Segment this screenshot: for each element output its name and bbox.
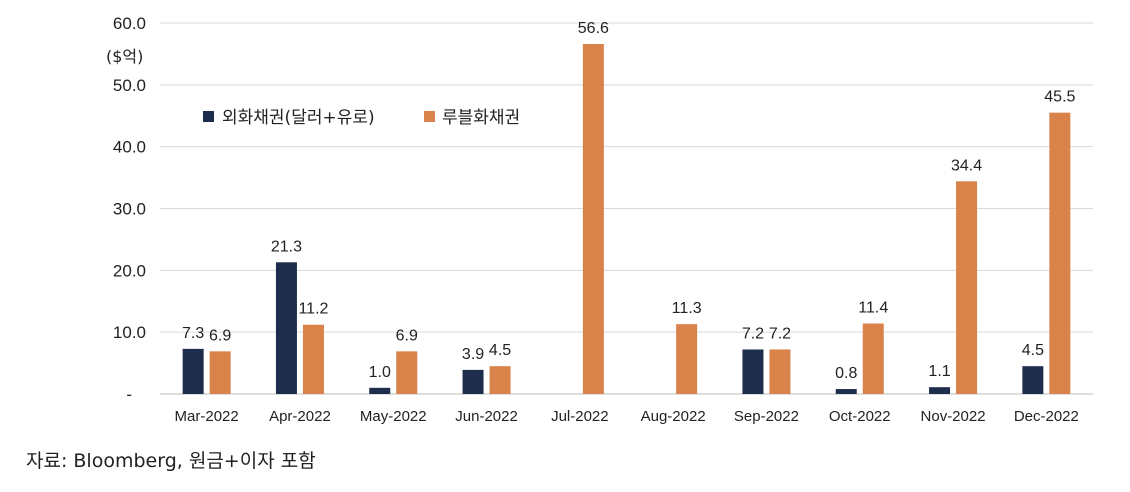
- bar-ruble-bond: [862, 323, 884, 394]
- gridlines: [160, 22, 1093, 395]
- bar-foreign-bond: [462, 369, 484, 394]
- bar-ruble-bond: [676, 324, 698, 394]
- data-label: 1.0: [369, 364, 391, 381]
- bar-ruble-bond: [1049, 112, 1071, 395]
- x-tick-label: Sep-2022: [734, 408, 799, 425]
- y-axis-ticks: - 10.0 20.0 30.0 40.0 50.0 60.0: [113, 14, 146, 404]
- data-labels: 7.3 6.9 21.3 11.2 1.0 6.9 3.9 4.5 56.6 11.3 7.2 7.2…: [182, 20, 1075, 382]
- legend-swatch-foreign-bond: [203, 111, 214, 122]
- data-label: 11.2: [298, 301, 328, 318]
- x-tick-label: Mar-2022: [175, 408, 239, 425]
- data-label: 4.5: [489, 342, 511, 359]
- data-label: 56.6: [578, 20, 609, 37]
- data-label: 7.2: [742, 325, 764, 342]
- data-label: 1.1: [928, 363, 950, 380]
- y-tick-label: 10.0: [113, 323, 146, 342]
- bar-foreign-bond: [182, 348, 204, 394]
- bar-ruble-bond: [769, 349, 791, 394]
- x-tick-label: Oct-2022: [829, 408, 891, 425]
- bar-foreign-bond: [929, 387, 951, 394]
- bar-ruble-bond: [396, 351, 418, 394]
- x-tick-label: Jun-2022: [455, 408, 518, 425]
- data-label: 0.8: [835, 365, 857, 382]
- bar-ruble-bond: [956, 181, 978, 394]
- bar-foreign-bond: [742, 349, 764, 394]
- y-tick-label: 50.0: [113, 76, 146, 95]
- legend-swatch-ruble-bond: [424, 111, 435, 122]
- y-tick-label: -: [126, 385, 132, 404]
- bar-ruble-bond: [489, 366, 511, 394]
- x-axis-ticks: Mar-2022 Apr-2022 May-2022 Jun-2022 Jul-2022…: [175, 408, 1079, 425]
- bar-foreign-bond: [275, 262, 297, 394]
- legend: 외화채권(달러+유로) 루블화채권: [203, 108, 520, 128]
- data-label: 11.3: [672, 300, 702, 317]
- y-tick-label: 40.0: [113, 138, 146, 157]
- data-label: 6.9: [396, 327, 418, 344]
- x-tick-label: Jul-2022: [551, 408, 609, 425]
- bar-foreign-bond: [369, 387, 391, 394]
- y-tick-label: 20.0: [113, 261, 146, 280]
- bar-ruble-bond: [302, 324, 324, 394]
- bar-ruble-bond: [209, 351, 231, 394]
- legend-label-foreign-bond: 외화채권(달러+유로): [222, 108, 375, 128]
- data-label: 3.9: [462, 346, 484, 363]
- data-label: 11.4: [858, 300, 888, 317]
- source-note: 자료: Bloomberg, 원금+이자 포함: [26, 450, 316, 472]
- x-tick-label: May-2022: [360, 408, 427, 425]
- data-label: 6.9: [209, 327, 231, 344]
- y-tick-label: 30.0: [113, 200, 146, 219]
- data-label: 45.5: [1044, 89, 1075, 106]
- legend-label-ruble-bond: 루블화채권: [442, 108, 520, 128]
- x-tick-label: Dec-2022: [1014, 408, 1079, 425]
- x-tick-label: Nov-2022: [921, 408, 986, 425]
- y-axis-unit-label: ($억): [106, 47, 143, 66]
- data-label: 7.3: [182, 325, 204, 342]
- y-tick-label: 60.0: [113, 14, 146, 33]
- bar-foreign-bond: [1022, 366, 1044, 394]
- x-tick-label: Apr-2022: [269, 408, 331, 425]
- data-label: 34.4: [951, 157, 982, 174]
- data-label: 21.3: [271, 238, 302, 255]
- x-tick-label: Aug-2022: [641, 408, 706, 425]
- bars: [182, 44, 1071, 395]
- data-label: 4.5: [1022, 342, 1044, 359]
- bar-ruble-bond: [582, 44, 604, 394]
- data-label: 7.2: [769, 325, 791, 342]
- bar-foreign-bond: [835, 389, 857, 394]
